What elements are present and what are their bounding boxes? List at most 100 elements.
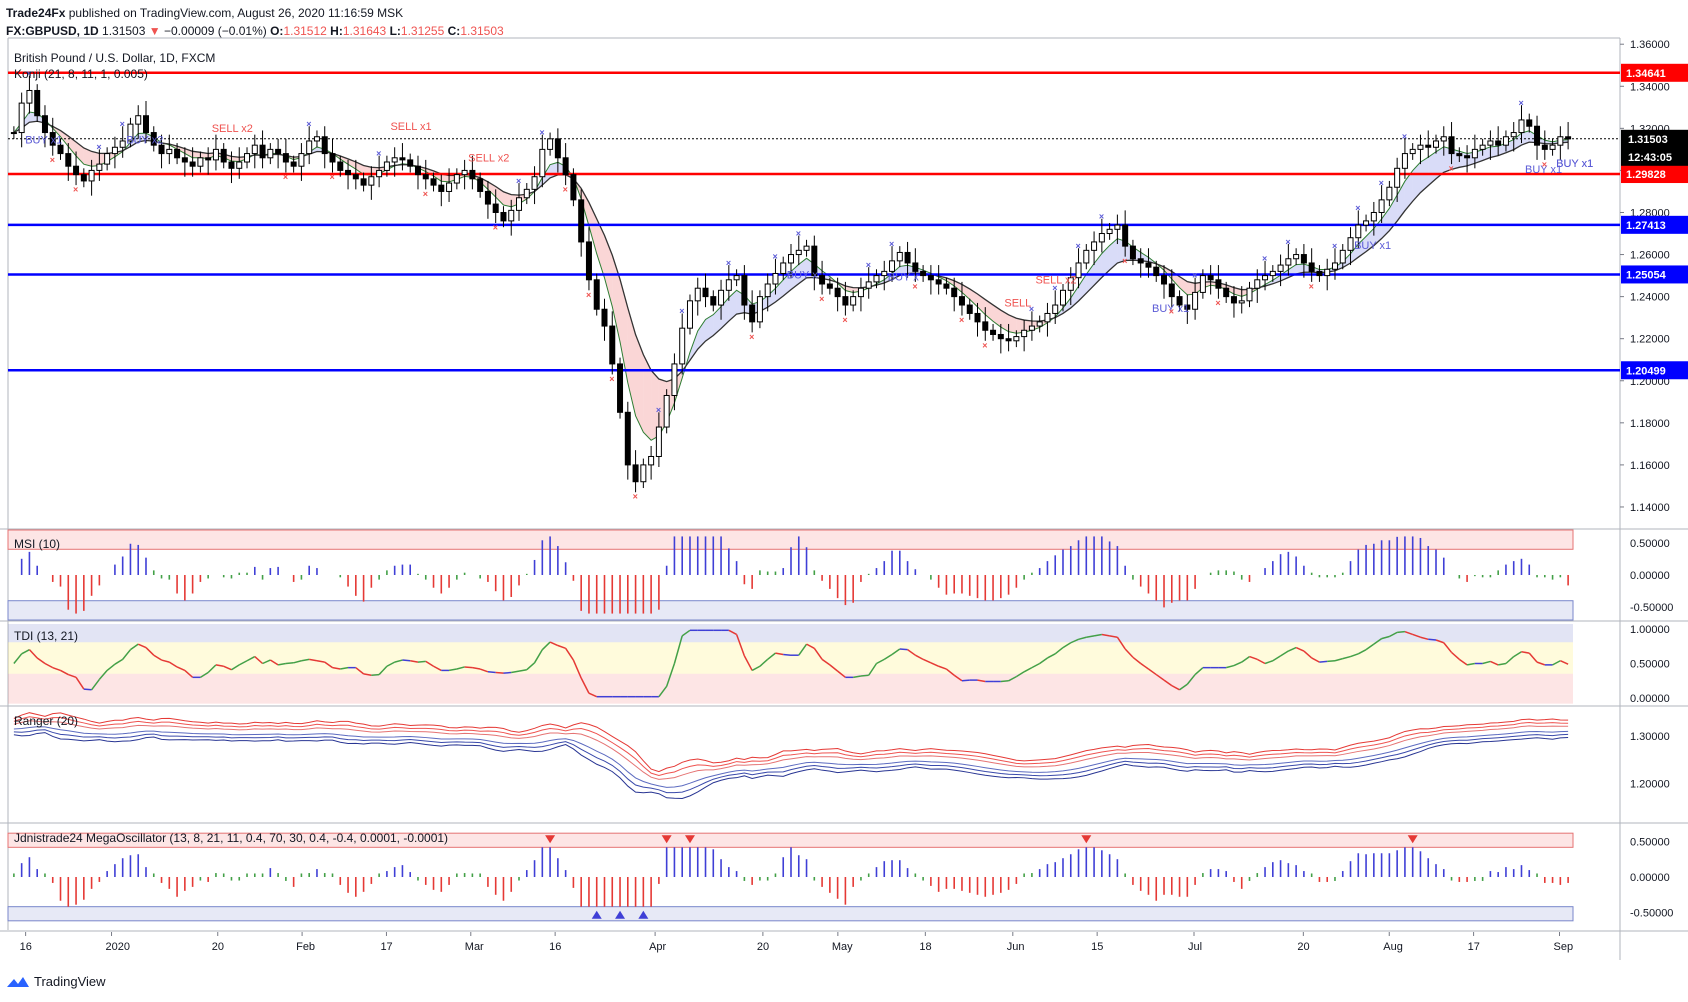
tdi-line [1225,664,1235,669]
candle-body [1277,264,1284,272]
candle-body [1324,268,1331,277]
x-tick-label: 20 [1297,941,1309,953]
tdi-line [1389,631,1398,638]
candle-body [1440,136,1447,142]
msi-upper-band [7,529,1574,550]
last-price-box [1621,129,1688,166]
tdi-line [1264,660,1274,665]
candle-body [772,272,779,285]
author[interactable]: Trade24Fx [6,6,66,20]
candle-body [150,132,157,146]
signal-label: BUY x [787,269,818,281]
tdi-line [557,644,566,649]
buy-marker: × [1518,98,1523,108]
brand[interactable]: TradingView [34,974,106,989]
candle-body [96,163,103,171]
sell-marker: × [912,281,917,291]
cloud-segment [705,314,714,342]
cloud-segment [1000,310,1009,332]
candle-body [181,157,188,163]
candle-body [1013,336,1020,342]
candle-body [1378,199,1385,213]
tdi-line [13,653,23,664]
tdi-line [472,666,481,670]
candle-body [1300,254,1307,264]
cloud-segment [503,191,512,207]
main-title: British Pound / U.S. Dollar, 1D, FXCM [14,51,215,65]
tdi-line [1357,649,1367,655]
candle-body [313,136,320,142]
buy-marker: × [1402,132,1407,142]
candle-body [127,123,134,142]
candle-body [65,153,72,167]
tdi-line [503,671,512,674]
tdi-line [425,660,434,667]
candle-body [18,102,25,134]
candle-body [1059,289,1066,306]
mega-sell-triangle [684,835,695,844]
cloud-segment [620,279,628,383]
candle-body [1262,275,1269,281]
open-value: 1.31512 [283,24,327,38]
ranger-line [13,732,1569,799]
sell-marker: × [1215,298,1220,308]
buy-marker: × [1262,254,1267,264]
candle-body [1067,277,1074,291]
candle-body [974,312,981,323]
candle-body [1541,144,1548,150]
cloud-segment [798,258,807,284]
tdi-tick-label: 0.50000 [1630,659,1670,671]
candle-body [997,333,1004,340]
msi-tick-label: 0.50000 [1630,538,1670,550]
tdi-line [853,675,862,679]
tdi-line [883,653,893,660]
cloud-segment [1381,208,1390,239]
tdi-line [1241,655,1250,663]
cloud-segment [91,151,100,167]
candle-body [80,174,87,182]
candle-body [228,161,235,169]
candle-body [1028,325,1035,331]
x-tick-label: 20 [212,941,224,953]
cloud-segment [1179,276,1188,295]
candle-body [539,148,546,178]
tdi-line [168,661,178,668]
cloud-segment [1404,170,1413,211]
tdi-line [1498,662,1507,666]
candle-body [663,394,670,428]
level-label: 1.34641 [1626,68,1666,80]
buy-marker: × [1192,270,1197,280]
tdi-line [355,667,365,675]
cloud-segment [1397,181,1405,222]
candle-body [1122,224,1129,247]
candle-body [461,169,468,176]
candle-body [679,327,686,365]
tdi-line [433,665,442,672]
tdi-line [1288,646,1297,652]
tdi-line [588,692,598,698]
tdi-line [1054,647,1064,655]
candle-body [1339,249,1346,264]
candle-body [360,178,367,186]
candle-body [982,321,989,331]
tdi-line [1086,635,1095,638]
candle-body [391,157,398,163]
x-tick-label: Jul [1188,941,1202,953]
tdi-line [743,655,753,671]
tdi-line [1528,652,1538,663]
tdi-line [1365,643,1375,651]
mega-buy-triangle [615,910,626,919]
cloud-segment [627,307,636,416]
x-tick-label: 20 [757,941,769,953]
tdi-line [783,653,792,656]
x-tick-label: Sep [1554,941,1574,953]
ranger-line [13,726,1569,788]
cloud-segment [1412,162,1421,202]
x-tick-label: 16 [549,941,561,953]
tdi-line [829,664,839,672]
ranger-title: Ranger (20) [14,714,78,728]
tdi-line [1490,660,1499,666]
tdi-line [1101,633,1110,637]
tdi-line [1015,671,1025,678]
